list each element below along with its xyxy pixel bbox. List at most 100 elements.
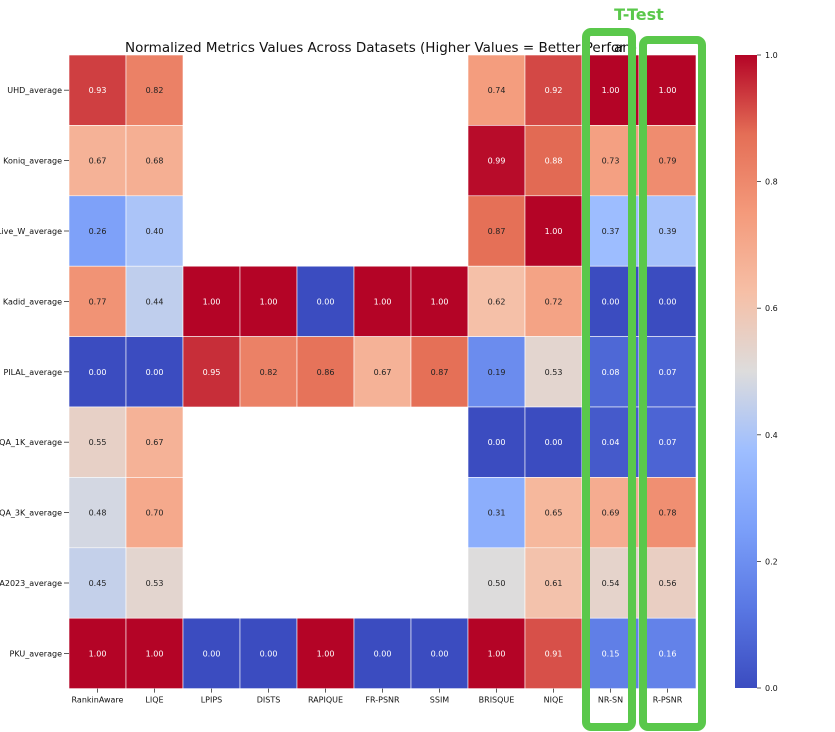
cell-value-label: 0.08 [602,368,620,377]
heatmap-cell [68,195,127,267]
heatmap-cell [467,617,526,689]
cell-value-label: 0.00 [431,649,449,658]
cell-value-label: 0.68 [146,157,164,166]
cell-value-label: 0.48 [89,509,107,518]
heatmap-cell [296,265,355,337]
cell-value-label: 0.00 [545,438,563,447]
ttest-highlight-box-left [582,28,636,731]
cell-value-label: 0.00 [260,649,278,658]
cell-value-label: 0.00 [146,368,164,377]
heatmap-cell [638,336,697,408]
chart-title: Normalized Metrics Values Across Dataset… [125,40,625,56]
cell-value-label: 1.00 [203,297,221,306]
cell-value-label: 0.92 [545,86,563,95]
cell-value-label: 0.39 [659,227,677,236]
row-label: UHD_average [7,86,62,95]
column-label: DISTS [257,696,281,705]
cell-value-label: 1.00 [659,86,677,95]
cell-value-label: 0.00 [203,649,221,658]
row-label: QA_1K_average [0,438,62,447]
cell-value-label: 0.53 [146,579,164,588]
heatmap-cell [638,54,697,126]
heatmap-cell [239,265,298,337]
cell-value-label: 0.00 [89,368,107,377]
cell-value-label: 0.87 [431,368,449,377]
column-label: NR-SN [598,696,623,705]
column-label: LIQE [145,696,163,705]
heatmap-cell [524,54,583,126]
heatmap-cell [638,265,697,337]
cell-value-label: 0.78 [659,509,677,518]
colorbar [735,55,757,688]
cell-value-label: 0.87 [488,227,506,236]
colorbar-tick-label: 0.8 [765,178,778,187]
heatmap-cell [638,477,697,549]
row-label: PILAL_average [3,368,62,377]
row-label: PKU_average [10,649,63,658]
heatmap-cell [467,477,526,549]
cell-value-label: 1.00 [317,649,335,658]
heatmap-cell [125,477,184,549]
row-label: QA_3K_average [0,509,62,518]
column-label: SSIM [430,696,450,705]
heatmap-cell [524,617,583,689]
cell-value-label: 0.65 [545,509,563,518]
column-label: RankinAware [72,696,124,705]
cell-value-label: 0.54 [602,579,620,588]
cell-value-label: 0.72 [545,297,563,306]
row-label: Kadid_average [3,297,62,306]
cell-value-label: 0.86 [317,368,335,377]
column-label: NIQE [544,696,564,705]
heatmap-cell [524,336,583,408]
heatmap-cell [524,265,583,337]
colorbar-tick-label: 0.0 [765,684,778,693]
cell-value-label: 0.00 [659,297,677,306]
heatmap-cell [68,617,127,689]
colorbar-tick-label: 0.6 [765,304,778,313]
colorbar-tick-label: 0.2 [765,557,778,566]
cell-value-label: 0.62 [488,297,506,306]
colorbar-tick-label: 0.4 [765,431,778,440]
cell-value-label: 0.19 [488,368,506,377]
heatmap-cell [125,406,184,478]
colorbar-tick-label: 1.0 [765,51,778,60]
heatmap-cell [125,265,184,337]
cell-value-label: 1.00 [260,297,278,306]
heatmap-cell [410,265,469,337]
column-label: FR-PSNR [365,696,400,705]
heatmap-cell [410,336,469,408]
heatmap-cell [125,125,184,197]
cell-value-label: 0.00 [488,438,506,447]
row-label: Koniq_average [3,157,62,166]
cell-value-label: 0.91 [545,649,563,658]
cell-value-label: 0.00 [374,649,392,658]
heatmap-cell [125,547,184,619]
heatmap-cell [182,265,241,337]
cell-value-label: 0.67 [89,157,107,166]
cell-value-label: 1.00 [374,297,392,306]
heatmap-cell [353,617,412,689]
cell-value-label: 0.67 [374,368,392,377]
heatmap-cell [467,406,526,478]
cell-value-label: 0.37 [602,227,620,236]
heatmap-cell [638,406,697,478]
cell-value-label: 0.69 [602,509,620,518]
cell-value-label: 0.56 [659,579,677,588]
cell-value-label: 0.99 [488,157,506,166]
heatmap-cell [638,125,697,197]
heatmap-cell [524,547,583,619]
heatmap-cell [125,195,184,267]
cell-value-label: 0.16 [659,649,677,658]
cell-value-label: 0.93 [89,86,107,95]
cell-value-label: 0.82 [146,86,164,95]
row-label: Live_W_average [0,227,62,236]
column-label: BRISQUE [479,696,515,705]
cell-value-label: 0.95 [203,368,221,377]
chart-title-tail: an [614,40,631,56]
column-label: LPIPS [201,696,223,705]
cell-value-label: 0.88 [545,157,563,166]
heatmap-cell [296,336,355,408]
heatmap-cell [524,477,583,549]
cell-value-label: 0.00 [602,297,620,306]
